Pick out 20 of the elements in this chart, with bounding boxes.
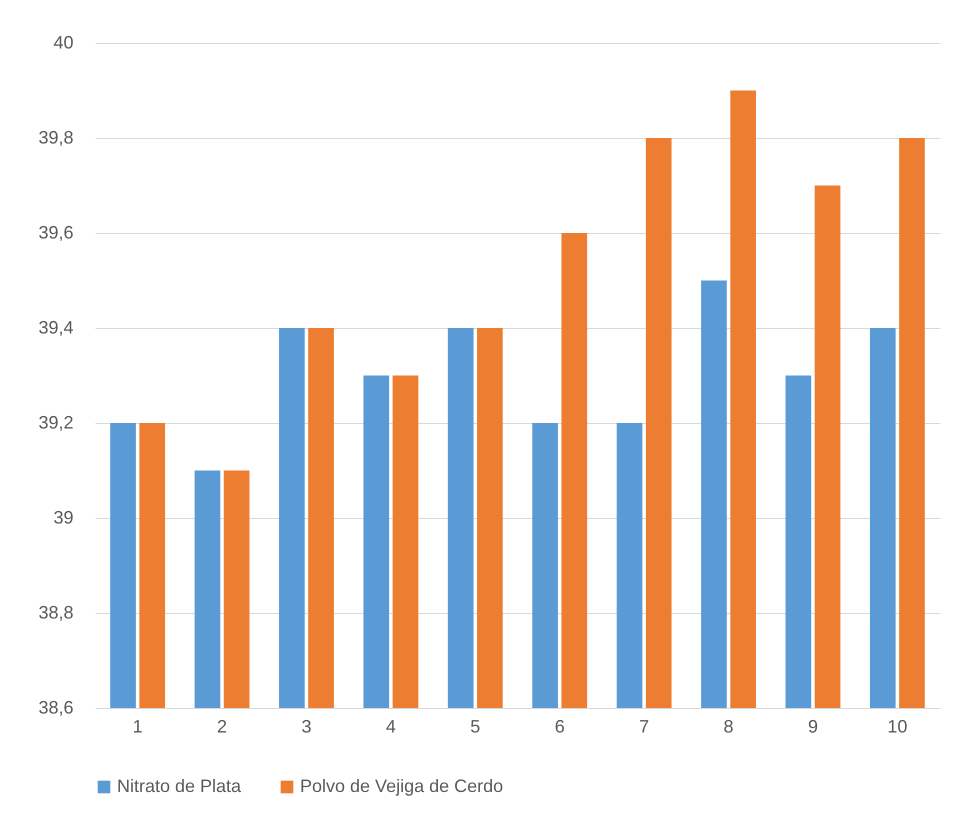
- y-tick-label: 39: [53, 508, 74, 528]
- x-tick-label: 5: [470, 716, 480, 736]
- x-tick-label: 7: [639, 716, 650, 736]
- y-tick-label: 39,6: [38, 222, 74, 242]
- x-tick-label: 4: [386, 716, 396, 736]
- y-tick-label: 38,8: [38, 602, 74, 622]
- x-tick-label: 8: [724, 716, 734, 736]
- legend-label: Nitrato de Plata: [117, 776, 242, 796]
- x-tick-label: 6: [554, 716, 565, 736]
- y-tick-label: 40: [53, 32, 74, 52]
- y-tick-label: 39,2: [38, 412, 74, 432]
- x-tick-label: 3: [301, 716, 312, 736]
- y-tick-label: 39,4: [38, 318, 74, 338]
- x-tick-label: 10: [887, 716, 908, 736]
- y-tick-label: 39,8: [38, 128, 74, 148]
- y-tick-label: 38,6: [38, 698, 74, 718]
- x-tick-label: 1: [132, 716, 143, 736]
- x-tick-label: 9: [808, 716, 818, 736]
- x-tick-label: 2: [217, 716, 228, 736]
- legend-label: Polvo de Vejiga de Cerdo: [300, 776, 504, 796]
